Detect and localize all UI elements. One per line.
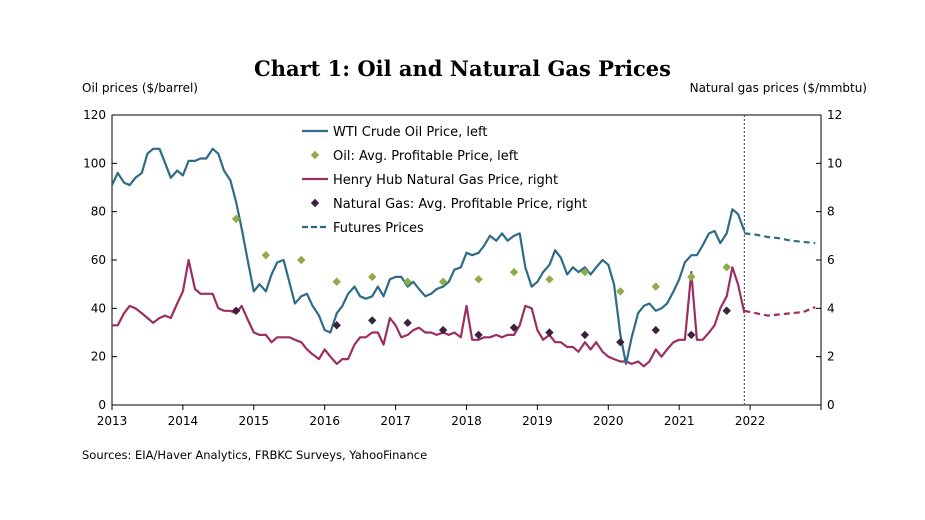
y-left-tick-label: 40 <box>91 301 106 315</box>
gas-profitable-point <box>438 325 448 335</box>
y-left-tick-label: 100 <box>83 156 106 170</box>
legend-label: Futures Prices <box>333 221 424 236</box>
oil-profitable-point <box>616 287 625 296</box>
series-layer <box>111 115 816 405</box>
y-left-tick-label: 20 <box>91 350 106 364</box>
oil-profitable-point <box>687 272 696 282</box>
y-right-tick-label: 6 <box>827 253 835 267</box>
oil-profitable-point <box>474 275 483 284</box>
gas-futures-line <box>744 306 816 317</box>
y-right-tick-label: 4 <box>827 301 835 315</box>
x-tick-label: 2019 <box>522 414 553 428</box>
gas-profitable-point <box>545 328 554 337</box>
y-right-tick-label: 2 <box>827 350 835 364</box>
oil-profitable-point <box>297 255 306 265</box>
legend-label: Oil: Avg. Profitable Price, left <box>333 149 518 164</box>
legend-label: Natural Gas: Avg. Profitable Price, righ… <box>333 197 587 212</box>
oil-profitable-point <box>580 267 590 277</box>
y-right-tick-label: 10 <box>827 156 842 170</box>
gas-profitable-point <box>616 337 625 347</box>
y-right-tick-label: 0 <box>827 398 835 412</box>
oil-profitable-point <box>403 277 412 286</box>
oil-profitable-point <box>509 267 519 277</box>
gas-profitable-point <box>580 330 590 340</box>
oil-profitable-point <box>651 282 661 291</box>
oil-price-line <box>111 147 746 365</box>
source-note: Sources: EIA/Haver Analytics, FRBKC Surv… <box>82 448 428 462</box>
oil-profitable-point <box>231 214 241 224</box>
x-tick-label: 2016 <box>309 414 340 428</box>
oil-profitable-point <box>438 277 448 286</box>
x-tick-label: 2020 <box>593 414 624 428</box>
y-left-tick-label: 80 <box>91 205 106 219</box>
oil-profitable-point <box>722 263 731 272</box>
legend-label: WTI Crude Oil Price, left <box>333 125 487 140</box>
legend-swatch-diamond <box>310 198 320 208</box>
oil-profitable-point <box>368 272 377 282</box>
y-left-tick-label: 120 <box>83 108 106 122</box>
legend-swatch-diamond <box>310 150 320 160</box>
gas-profitable-point <box>368 316 377 325</box>
x-tick-label: 2021 <box>664 414 695 428</box>
y-right-tick-label: 8 <box>827 205 835 219</box>
x-tick-label: 2013 <box>97 414 128 428</box>
gas-profitable-point <box>651 325 661 335</box>
oil-profitable-point <box>545 275 554 284</box>
legend: WTI Crude Oil Price, left Oil: Avg. Profi… <box>302 125 587 236</box>
x-tick-label: 2018 <box>451 414 482 428</box>
gas-profitable-point <box>722 306 731 315</box>
gas-profitable-point <box>231 306 241 315</box>
gas-profitable-point <box>687 330 696 340</box>
axes: 0 20 40 60 80 100 120 0 2 4 6 8 10 12 2013 2014 2015 2016… <box>83 108 842 428</box>
y-left-tick-label: 60 <box>91 253 106 267</box>
gas-profitable-point <box>332 321 341 330</box>
oil-futures-line <box>744 232 816 245</box>
oil-profitable-point <box>261 250 271 260</box>
x-tick-label: 2022 <box>735 414 766 428</box>
gas-price-line <box>112 258 746 368</box>
y-left-tick-label: 0 <box>98 398 106 412</box>
gas-profitable-point <box>509 323 519 332</box>
gas-profitable-point <box>403 318 412 328</box>
x-tick-label: 2017 <box>380 414 411 428</box>
chart-title: Chart 1: Oil and Natural Gas Prices <box>254 56 671 81</box>
right-axis-label: Natural gas prices ($/mmbtu) <box>689 81 867 95</box>
y-right-tick-label: 12 <box>827 108 842 122</box>
legend-label: Henry Hub Natural Gas Price, right <box>333 173 558 188</box>
left-axis-label: Oil prices ($/barrel) <box>82 81 198 95</box>
x-tick-label: 2014 <box>168 414 199 428</box>
x-tick-label: 2015 <box>239 414 270 428</box>
oil-profitable-point <box>332 277 341 286</box>
gas-profitable-point <box>474 330 483 340</box>
